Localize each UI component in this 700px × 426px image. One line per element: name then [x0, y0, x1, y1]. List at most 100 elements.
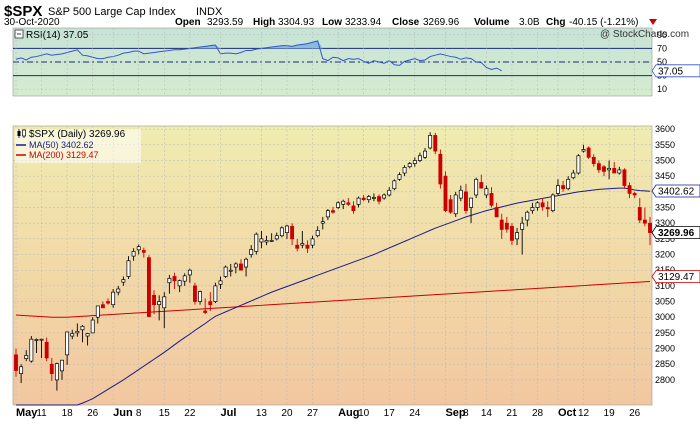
candle-body	[90, 319, 95, 334]
candle-body	[19, 366, 24, 375]
date-tick-label: 13	[256, 408, 268, 419]
candle-body	[325, 210, 330, 218]
candle-body	[172, 276, 177, 282]
price-tick-label: 3000	[655, 312, 675, 322]
candle-body	[208, 301, 213, 306]
candle-body	[177, 280, 182, 287]
candle-body	[39, 338, 44, 341]
candle-body	[648, 222, 652, 233]
high-label: High	[253, 17, 275, 28]
candle-body	[264, 240, 269, 243]
rsi-tick-label: 70	[657, 43, 667, 53]
candle-body	[392, 180, 397, 190]
price-tick-label: 2850	[655, 359, 675, 369]
rsi-line	[15, 40, 502, 72]
candle-body	[346, 202, 351, 205]
price-tick-label: 3050	[655, 297, 675, 307]
price-panel	[12, 125, 653, 406]
candle-body	[499, 219, 504, 230]
high-value: 3304.93	[278, 17, 315, 28]
value-tag-label: 37.05	[658, 66, 683, 77]
date-tick-label: Jun	[113, 407, 133, 419]
candle-body	[596, 163, 601, 171]
candle-body	[453, 194, 458, 215]
candle-body	[637, 207, 642, 221]
value-tag-box	[651, 226, 700, 239]
value-tag-label: 3129.47	[658, 272, 695, 283]
candle-body	[591, 156, 596, 164]
candle-body	[320, 221, 325, 224]
candle-body	[106, 301, 110, 304]
candle-body	[249, 249, 254, 255]
candle-body	[95, 305, 100, 318]
symbol-title: $SPX	[4, 3, 42, 20]
price-tick-label: 3600	[655, 124, 675, 134]
open-value: 3293.59	[207, 17, 244, 28]
price-tick-label: 3450	[655, 171, 675, 181]
candle-body	[474, 178, 479, 196]
price-tick-label: 3300	[655, 218, 675, 228]
candle-body	[136, 246, 141, 251]
candle-body	[295, 244, 300, 249]
candle-body	[85, 333, 90, 337]
price-tick-label: 3550	[655, 140, 675, 150]
volume-value: 3.0B	[519, 17, 540, 28]
candle-body	[167, 278, 172, 284]
candle-body	[423, 150, 427, 158]
rsi-tick-label: 90	[657, 30, 667, 40]
value-tag-box	[651, 64, 700, 78]
value-tag-box	[651, 270, 700, 284]
candle-body	[305, 244, 310, 249]
candle-body	[152, 294, 156, 306]
candle-body	[438, 153, 443, 185]
date-tick-label: 26	[629, 408, 641, 419]
candle-body	[510, 225, 514, 241]
date-tick-label: Sep	[445, 407, 465, 419]
candle-body	[351, 205, 356, 211]
chg-label: Chg	[546, 17, 565, 28]
low-label: Low	[322, 17, 342, 28]
candle-body	[279, 227, 284, 237]
candle-body	[387, 189, 392, 196]
date-tick-label: 15	[159, 408, 171, 419]
candle-body	[602, 166, 606, 172]
candle-body	[203, 310, 208, 313]
value-tag-box	[651, 184, 700, 198]
candle-body	[80, 325, 85, 331]
price-tick-label: 3350	[655, 203, 675, 213]
value-tag-label: 3269.96	[658, 228, 695, 239]
date-tick-label: 17	[384, 408, 396, 419]
candle-body	[377, 196, 381, 202]
candle-body	[198, 291, 202, 302]
price-grid	[13, 28, 652, 405]
price-axis: 1030507090280028502900295030003050310031…	[655, 30, 675, 385]
candle-body	[371, 197, 376, 199]
candle-body	[448, 199, 453, 213]
candle-body	[540, 202, 545, 208]
candle-body	[315, 230, 320, 237]
candle-body	[530, 207, 535, 211]
candle-body	[193, 285, 197, 302]
candle-body	[233, 263, 238, 268]
candle-body	[223, 266, 228, 277]
candle-body	[382, 194, 387, 199]
candle-body	[356, 197, 361, 205]
candle-body	[34, 339, 39, 341]
candle-body	[254, 233, 259, 252]
index-name: S&P 500 Large Cap Index	[48, 6, 176, 18]
price-tick-label: 3200	[655, 250, 675, 260]
candle-body	[228, 269, 233, 272]
rsi-tick-label: 10	[657, 84, 667, 94]
candle-body	[525, 211, 530, 221]
candle-body	[366, 196, 371, 201]
candle-body	[402, 167, 407, 174]
candle-body	[607, 167, 612, 171]
candle-body	[29, 338, 34, 362]
price-tick-label: 2950	[655, 328, 675, 338]
date-tick-label: 10	[358, 408, 370, 419]
candle-body	[464, 191, 468, 211]
moving-average-layer	[15, 187, 651, 406]
candle-body	[412, 160, 417, 164]
candle-body	[331, 210, 335, 213]
